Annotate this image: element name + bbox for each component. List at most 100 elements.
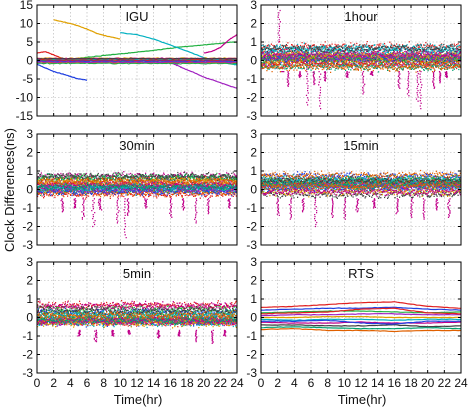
x-tick-label: 2 — [274, 376, 281, 390]
series-points-19 — [261, 180, 461, 191]
spike-0 — [60, 198, 65, 213]
spike-12 — [206, 198, 210, 215]
x-tick-label: 16 — [164, 376, 178, 390]
panel-title: IGU — [125, 9, 148, 24]
y-tick-label: -2 — [22, 348, 33, 362]
y-tick-label: -3 — [22, 366, 33, 380]
spike-11 — [435, 198, 439, 211]
spike-7 — [323, 70, 327, 82]
spike-7 — [372, 198, 376, 209]
y-tick-label: -1 — [22, 329, 33, 343]
series-points-19 — [37, 176, 237, 187]
spike-2 — [81, 198, 85, 220]
spike-2 — [286, 70, 290, 88]
spike-14 — [419, 70, 423, 110]
spike-8 — [345, 70, 350, 78]
y-tick-label: 0 — [250, 183, 257, 197]
y-tick-label: -2 — [22, 220, 33, 234]
spike-16 — [438, 70, 442, 84]
y-tick-label: -1 — [246, 329, 257, 343]
spike-9 — [410, 198, 414, 218]
x-tick-label: 18 — [180, 376, 194, 390]
series-line-4 — [53, 19, 121, 40]
series-points-16 — [37, 314, 237, 327]
spike-2 — [111, 329, 115, 337]
spike-0 — [77, 329, 81, 337]
spike-8 — [223, 329, 227, 337]
panel-title: 1hour — [344, 9, 378, 24]
y-tick-label: 1 — [26, 292, 33, 306]
y-tick-label: -3 — [246, 366, 257, 380]
y-tick-label: 5 — [26, 35, 33, 49]
y-tick-label: -10 — [16, 91, 34, 105]
series-points-17 — [37, 305, 237, 317]
x-axis-label-right: Time(hr) — [338, 392, 387, 407]
spike-2 — [301, 198, 305, 213]
y-tick-label: 3 — [250, 0, 257, 12]
plot-area — [37, 300, 237, 345]
panels: -15-10-5051015IGU-3-2-101231hour-3-2-101… — [16, 0, 468, 390]
x-tick-label: 12 — [354, 376, 368, 390]
spike-0 — [276, 198, 280, 217]
series-points-14 — [37, 316, 237, 329]
x-tick-label: 16 — [388, 376, 402, 390]
x-tick-label: 6 — [84, 376, 91, 390]
spike-5 — [116, 198, 120, 224]
y-tick-label: 1 — [250, 292, 257, 306]
y-tick-label: -3 — [246, 238, 257, 252]
series-line-9 — [261, 327, 461, 333]
x-tick-label: 8 — [324, 376, 331, 390]
x-tick-label: 10 — [114, 376, 128, 390]
series-line-0 — [261, 301, 461, 309]
series-line-11 — [261, 319, 461, 325]
spike-3 — [127, 329, 131, 335]
spike-1 — [73, 198, 77, 209]
series-points-16 — [261, 48, 461, 60]
spike-5 — [343, 198, 347, 220]
x-tick-label: 24 — [230, 376, 244, 390]
plot-area — [261, 301, 461, 333]
y-tick-label: -3 — [246, 109, 257, 123]
series-line-1 — [261, 306, 461, 311]
y-tick-label: 2 — [26, 274, 33, 288]
y-tick-label: 0 — [250, 311, 257, 325]
spike-10 — [369, 70, 374, 76]
spike-6 — [355, 198, 360, 213]
y-tick-label: -2 — [246, 220, 257, 234]
series-points-19 — [261, 60, 461, 74]
y-axis-label: Clock Differences(ns) — [2, 128, 17, 252]
series-line-7 — [261, 323, 461, 328]
x-tick-label: 0 — [258, 376, 265, 390]
series-line-10 — [261, 307, 461, 315]
panel-1: -3 -2 -1 0 1 2 3 1hour — [246, 0, 462, 123]
y-tick-label: 2 — [250, 17, 257, 31]
series-points-6 — [37, 300, 237, 312]
y-tick-label: -2 — [246, 91, 257, 105]
series-line-6 — [261, 321, 461, 324]
series-line-6 — [203, 34, 237, 54]
x-tick-label: 4 — [291, 376, 298, 390]
spike-1 — [288, 198, 292, 220]
spike-11 — [194, 198, 198, 224]
spike-8 — [144, 198, 148, 209]
y-tick-label: -1 — [22, 201, 33, 215]
series-line-3 — [261, 312, 461, 317]
spike-3 — [298, 70, 302, 78]
spike-9 — [361, 70, 366, 95]
y-tick-label: -15 — [16, 109, 34, 123]
spike-17 — [444, 70, 448, 78]
y-tick-label: -1 — [246, 72, 257, 86]
panel-3: -3 -2 -1 0 1 2 3 15min — [246, 127, 462, 252]
x-tick-label: 22 — [438, 376, 452, 390]
spike-5 — [177, 329, 181, 337]
plot-area — [37, 171, 237, 239]
spike-10 — [181, 198, 186, 211]
series-points-18 — [37, 181, 237, 193]
spike-12 — [406, 70, 410, 97]
series-line-cluster-12 — [37, 62, 237, 65]
spike-15 — [432, 70, 436, 89]
spike-4 — [305, 70, 309, 106]
x-tick-label: 2 — [50, 376, 57, 390]
